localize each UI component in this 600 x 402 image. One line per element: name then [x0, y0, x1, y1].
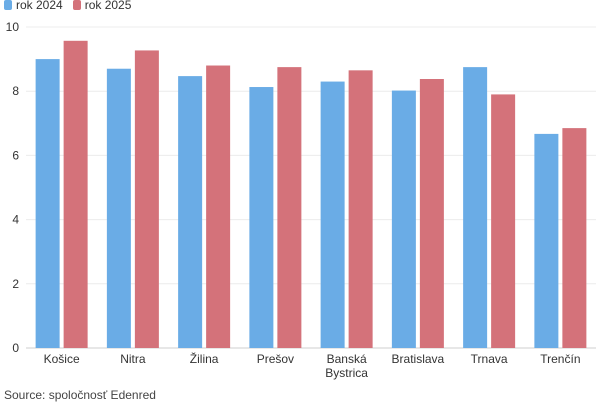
- bar-2025[interactable]: [277, 67, 302, 348]
- y-tick-label: 8: [12, 84, 19, 98]
- bar-2024[interactable]: [178, 76, 203, 348]
- legend: rok 2024 rok 2025: [4, 0, 131, 12]
- y-tick-label: 0: [12, 341, 19, 355]
- y-tick-label: 4: [12, 213, 19, 227]
- source-note: Source: spoločnosť Edenred: [4, 388, 156, 402]
- y-tick-label: 10: [6, 20, 20, 34]
- legend-item-2024[interactable]: rok 2024: [4, 0, 63, 12]
- x-tick-label-line: Žilina: [190, 351, 219, 366]
- x-tick-label-line: Bystrica: [325, 366, 368, 380]
- bar-2025[interactable]: [348, 70, 373, 349]
- x-tick-label-line: Košice: [44, 352, 80, 366]
- bar-2025[interactable]: [491, 94, 516, 348]
- bar-2025[interactable]: [206, 65, 231, 349]
- x-tick-label: Nitra: [120, 352, 146, 366]
- x-tick-label-line: Trnava: [471, 352, 508, 366]
- bar-2024[interactable]: [391, 90, 416, 349]
- y-tick-label: 6: [12, 148, 19, 162]
- x-tick-label-line: Banská: [327, 352, 367, 366]
- bar-2024[interactable]: [534, 133, 559, 348]
- x-tick-label-line: Trenčín: [540, 352, 580, 366]
- y-tick-label: 2: [12, 277, 19, 291]
- x-tick-label: Žilina: [190, 351, 219, 366]
- x-tick-label-line: Prešov: [257, 352, 294, 366]
- bar-2025[interactable]: [134, 50, 159, 349]
- bar-2024[interactable]: [35, 59, 60, 348]
- legend-swatch-2024: [4, 0, 12, 10]
- x-tick-label: Bratislava: [392, 352, 445, 366]
- x-tick-label-line: Nitra: [120, 352, 146, 366]
- legend-swatch-2025: [72, 0, 81, 10]
- bar-2024[interactable]: [249, 87, 274, 348]
- x-tick-label: Banská Bystrica: [325, 352, 368, 380]
- legend-item-2025[interactable]: rok 2025: [72, 0, 132, 12]
- bar-2025[interactable]: [63, 40, 88, 348]
- bar-2024[interactable]: [106, 68, 131, 348]
- x-tick-label: Košice: [44, 352, 80, 366]
- legend-label-2025: rok 2025: [84, 0, 132, 12]
- bar-2024[interactable]: [320, 81, 345, 348]
- x-tick-label: Prešov: [257, 352, 294, 366]
- bar-2024[interactable]: [463, 67, 488, 348]
- x-tick-label-line: Bratislava: [392, 352, 445, 366]
- bar-2025[interactable]: [562, 128, 587, 348]
- legend-label-2024: rok 2024: [16, 0, 63, 12]
- bar-2025[interactable]: [419, 79, 444, 348]
- x-tick-label: Trnava: [471, 352, 508, 366]
- x-tick-label: Trenčín: [540, 352, 580, 366]
